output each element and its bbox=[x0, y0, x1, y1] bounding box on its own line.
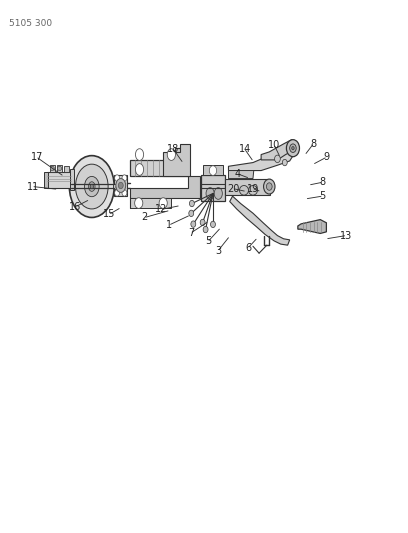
Ellipse shape bbox=[135, 164, 144, 175]
Text: 9: 9 bbox=[323, 152, 330, 162]
Ellipse shape bbox=[248, 185, 257, 195]
Text: 5: 5 bbox=[319, 191, 326, 201]
Ellipse shape bbox=[84, 176, 99, 197]
Ellipse shape bbox=[58, 166, 62, 171]
Ellipse shape bbox=[159, 198, 167, 208]
Ellipse shape bbox=[191, 221, 196, 227]
Ellipse shape bbox=[135, 149, 144, 160]
Ellipse shape bbox=[290, 144, 296, 152]
Polygon shape bbox=[228, 171, 254, 179]
Ellipse shape bbox=[116, 179, 126, 192]
Ellipse shape bbox=[118, 182, 123, 189]
Polygon shape bbox=[163, 144, 190, 176]
Bar bbox=[64, 166, 69, 172]
Text: 6: 6 bbox=[245, 243, 251, 253]
Ellipse shape bbox=[189, 200, 194, 207]
Polygon shape bbox=[130, 176, 200, 198]
Ellipse shape bbox=[239, 185, 248, 195]
Ellipse shape bbox=[214, 188, 222, 199]
Ellipse shape bbox=[203, 227, 208, 233]
Bar bbox=[113, 184, 124, 189]
Ellipse shape bbox=[286, 140, 299, 157]
Ellipse shape bbox=[89, 182, 95, 191]
Ellipse shape bbox=[211, 221, 215, 228]
Polygon shape bbox=[130, 148, 188, 176]
Ellipse shape bbox=[292, 147, 294, 150]
Ellipse shape bbox=[189, 210, 194, 216]
Ellipse shape bbox=[135, 198, 143, 208]
Bar bbox=[50, 165, 55, 172]
Ellipse shape bbox=[90, 184, 93, 189]
Text: 20: 20 bbox=[227, 184, 239, 193]
Polygon shape bbox=[261, 140, 298, 160]
Text: 8: 8 bbox=[319, 177, 326, 187]
Ellipse shape bbox=[75, 164, 108, 209]
Text: 16: 16 bbox=[69, 202, 82, 212]
Ellipse shape bbox=[167, 149, 175, 160]
Ellipse shape bbox=[50, 166, 54, 171]
Text: 7: 7 bbox=[188, 228, 194, 238]
Text: 18: 18 bbox=[167, 144, 180, 154]
Text: 5105 300: 5105 300 bbox=[9, 19, 52, 28]
Ellipse shape bbox=[266, 183, 272, 190]
Text: 15: 15 bbox=[103, 209, 115, 219]
Text: 13: 13 bbox=[340, 231, 352, 240]
Bar bbox=[47, 172, 71, 188]
Text: 5: 5 bbox=[205, 237, 211, 246]
Text: 10: 10 bbox=[268, 140, 280, 150]
Ellipse shape bbox=[275, 155, 280, 163]
Ellipse shape bbox=[122, 175, 127, 181]
Ellipse shape bbox=[209, 166, 217, 175]
Text: 19: 19 bbox=[247, 184, 259, 193]
Text: 8: 8 bbox=[310, 139, 317, 149]
Polygon shape bbox=[228, 149, 294, 171]
Text: 2: 2 bbox=[142, 213, 148, 222]
Ellipse shape bbox=[115, 175, 120, 181]
Ellipse shape bbox=[264, 179, 275, 194]
Polygon shape bbox=[230, 196, 290, 245]
Text: 14: 14 bbox=[239, 144, 251, 154]
Bar bbox=[225, 179, 270, 195]
Bar bbox=[114, 175, 127, 196]
Ellipse shape bbox=[122, 190, 127, 196]
Bar bbox=[201, 175, 225, 201]
Ellipse shape bbox=[115, 190, 120, 196]
Ellipse shape bbox=[69, 156, 114, 217]
Bar bbox=[203, 165, 223, 175]
Ellipse shape bbox=[282, 159, 287, 166]
Ellipse shape bbox=[206, 188, 214, 199]
Text: 3: 3 bbox=[215, 246, 222, 255]
Text: 11: 11 bbox=[27, 182, 39, 191]
Bar bbox=[44, 172, 48, 188]
Text: 1: 1 bbox=[166, 220, 173, 230]
Bar bbox=[57, 165, 62, 172]
Text: 4: 4 bbox=[234, 169, 241, 179]
Polygon shape bbox=[130, 198, 171, 208]
Ellipse shape bbox=[200, 219, 205, 225]
Polygon shape bbox=[298, 220, 326, 233]
Text: 17: 17 bbox=[31, 152, 43, 162]
Bar bbox=[70, 169, 74, 190]
Text: 12: 12 bbox=[155, 205, 167, 214]
